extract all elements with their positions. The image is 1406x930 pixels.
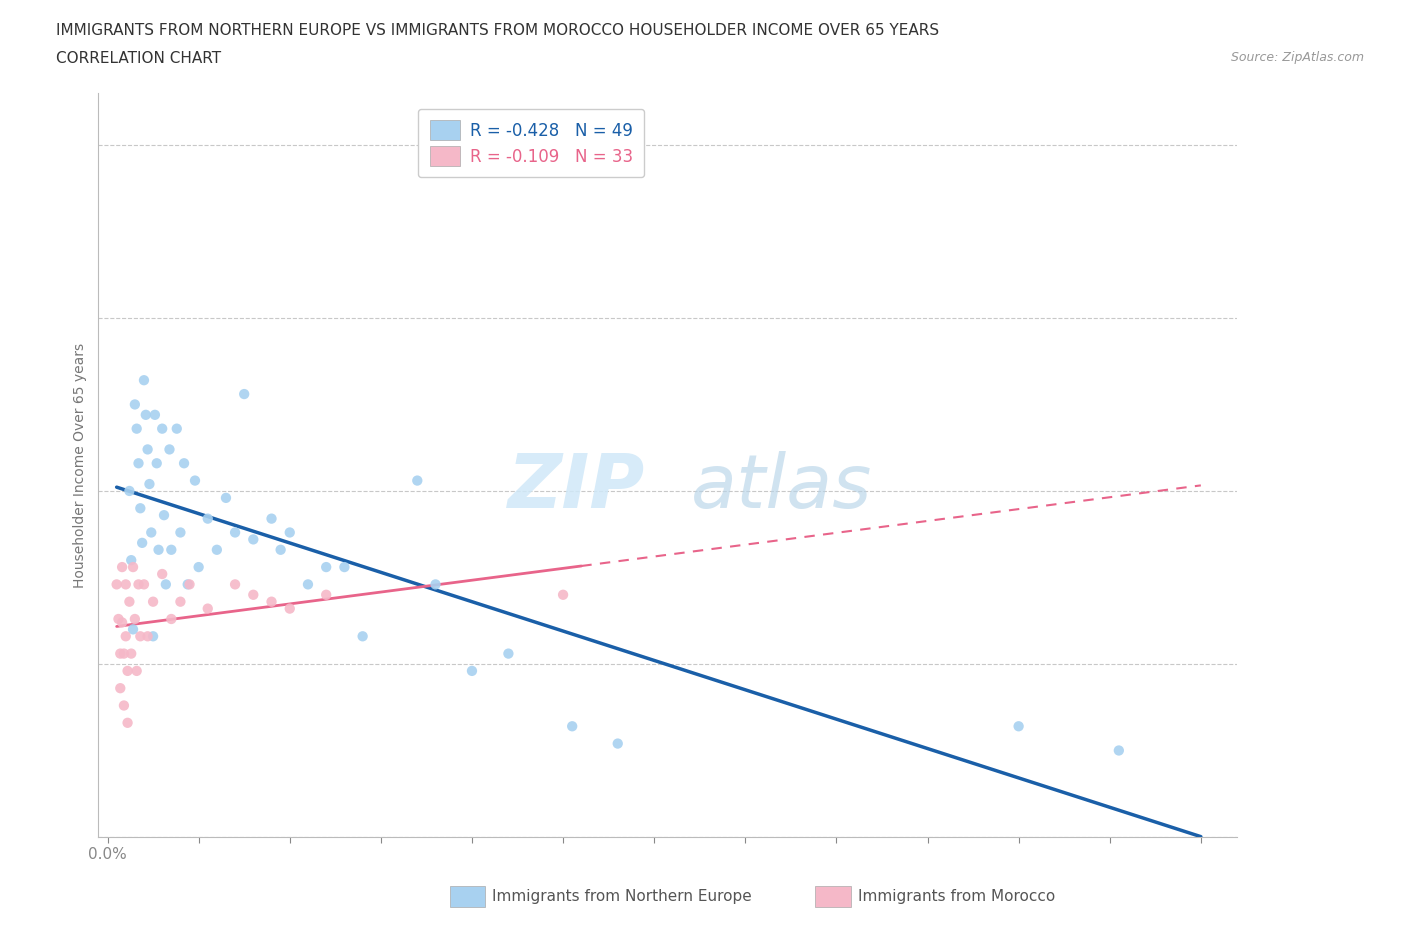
Point [124, 397, 146, 412]
Point [136, 629, 159, 644]
Point [184, 473, 207, 488]
Point [160, 542, 183, 557]
Point [148, 542, 170, 557]
Point [111, 615, 134, 630]
Point [242, 588, 264, 603]
Point [242, 532, 264, 547]
Point [561, 719, 583, 734]
Point [155, 577, 177, 591]
Point [124, 612, 146, 627]
Point [132, 373, 155, 388]
Point [141, 525, 163, 540]
Y-axis label: Householder Income Over 65 years: Householder Income Over 65 years [73, 342, 87, 588]
Point [260, 594, 283, 609]
Point [215, 490, 238, 505]
Point [177, 577, 200, 591]
Point [143, 407, 166, 422]
Point [132, 577, 155, 591]
Point [138, 476, 160, 491]
Point [197, 512, 219, 526]
Point [205, 542, 228, 557]
Point [129, 501, 152, 516]
Point [131, 536, 153, 551]
Point [125, 663, 148, 678]
Point [111, 560, 134, 575]
Point [551, 588, 574, 603]
Point [128, 456, 150, 471]
Point [166, 421, 188, 436]
Point [122, 560, 145, 575]
Legend: R = -0.428   N = 49, R = -0.109   N = 33: R = -0.428 N = 49, R = -0.109 N = 33 [418, 109, 644, 178]
Point [105, 577, 128, 591]
Point [117, 715, 139, 730]
Point [1007, 719, 1029, 734]
Text: ZIP: ZIP [508, 451, 645, 524]
Text: Source: ZipAtlas.com: Source: ZipAtlas.com [1230, 51, 1364, 64]
Point [278, 525, 301, 540]
Point [114, 577, 136, 591]
Point [224, 577, 246, 591]
Point [145, 456, 167, 471]
Point [498, 646, 520, 661]
Point [278, 601, 301, 616]
Point [187, 560, 209, 575]
Point [112, 698, 135, 713]
Text: atlas: atlas [690, 451, 872, 524]
Point [135, 407, 157, 422]
Point [117, 663, 139, 678]
Point [315, 588, 337, 603]
Point [142, 629, 165, 644]
Point [260, 512, 283, 526]
Point [150, 421, 173, 436]
Text: Immigrants from Morocco: Immigrants from Morocco [858, 889, 1054, 904]
Point [315, 560, 337, 575]
Point [118, 484, 141, 498]
Point [114, 629, 136, 644]
Point [107, 612, 129, 627]
Point [1108, 743, 1130, 758]
Point [128, 577, 150, 591]
Point [142, 594, 165, 609]
Point [153, 508, 176, 523]
Point [112, 646, 135, 661]
Point [233, 387, 256, 402]
Point [606, 737, 628, 751]
Point [120, 646, 142, 661]
Point [169, 525, 191, 540]
Point [118, 594, 141, 609]
Point [406, 473, 429, 488]
Point [125, 421, 148, 436]
Point [352, 629, 374, 644]
Point [461, 663, 484, 678]
Point [159, 442, 181, 457]
Point [425, 577, 447, 591]
Point [179, 577, 201, 591]
Text: CORRELATION CHART: CORRELATION CHART [56, 51, 221, 66]
Point [122, 622, 145, 637]
Point [129, 629, 152, 644]
Point [270, 542, 292, 557]
Point [224, 525, 246, 540]
Point [160, 612, 183, 627]
Point [169, 594, 191, 609]
Text: Immigrants from Northern Europe: Immigrants from Northern Europe [492, 889, 752, 904]
Point [297, 577, 319, 591]
Text: IMMIGRANTS FROM NORTHERN EUROPE VS IMMIGRANTS FROM MOROCCO HOUSEHOLDER INCOME OV: IMMIGRANTS FROM NORTHERN EUROPE VS IMMIG… [56, 23, 939, 38]
Point [333, 560, 356, 575]
Point [110, 681, 132, 696]
Point [120, 552, 142, 567]
Point [136, 442, 159, 457]
Point [110, 646, 132, 661]
Point [150, 566, 173, 581]
Point [173, 456, 195, 471]
Point [197, 601, 219, 616]
